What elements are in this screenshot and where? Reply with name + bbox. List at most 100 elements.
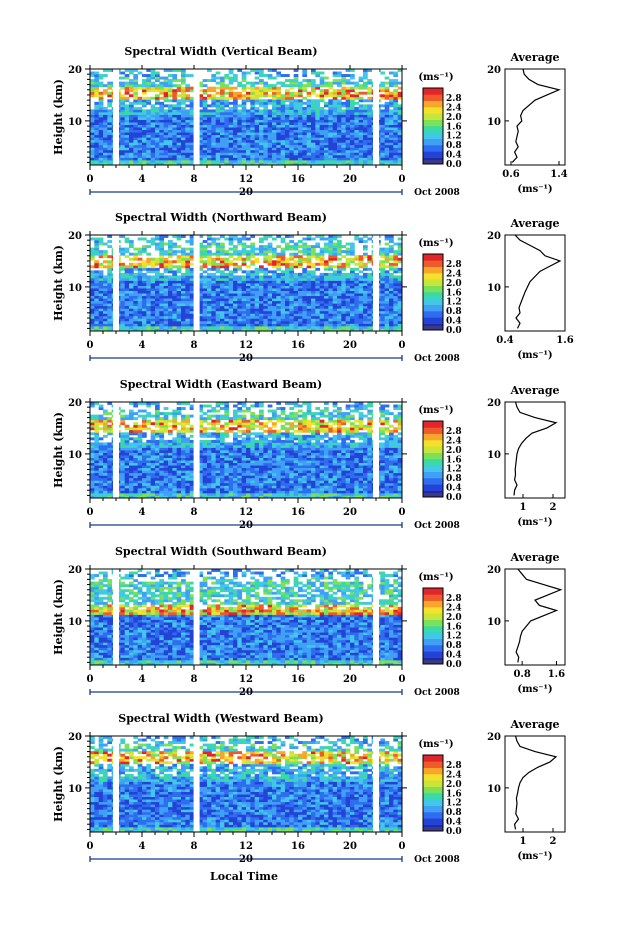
colorbar-unit: (ms⁻¹) [418, 739, 453, 750]
data-gap [194, 69, 200, 165]
average-y-tick-label: 10 [487, 283, 501, 294]
colorbar-segment [423, 601, 443, 608]
colorbar-tick-label: 0.0 [446, 660, 462, 670]
colorbar-segment [423, 434, 443, 441]
average-x-tick-label: 1.4 [550, 169, 567, 180]
colorbar-unit: (ms⁻¹) [418, 572, 453, 583]
average-y-tick-label: 10 [487, 617, 501, 628]
colorbar-segment [423, 267, 443, 274]
average-xlabel: (ms⁻¹) [517, 184, 552, 195]
colorbar-segment [423, 620, 443, 627]
colorbar-segment [423, 459, 443, 466]
y-axis-label: Height (km) [52, 579, 65, 655]
data-gap [113, 569, 119, 665]
heatmap [90, 402, 402, 498]
x-tick-label: 4 [139, 507, 146, 518]
colorbar-segment [423, 126, 443, 133]
average-y-tick-label: 20 [487, 565, 501, 576]
data-gap [194, 736, 200, 832]
average-x-tick-label: 2 [550, 836, 557, 847]
average-xlabel: (ms⁻¹) [517, 684, 552, 695]
y-axis-label: Height (km) [52, 746, 65, 822]
average-title: Average [509, 718, 559, 731]
x-tick-label: 0 [399, 507, 406, 518]
heatmap [90, 569, 402, 665]
day-label: 20 [239, 687, 253, 698]
x-tick-label: 4 [139, 674, 146, 685]
data-gap [194, 235, 200, 331]
average-xlabel: (ms⁻¹) [517, 851, 552, 862]
colorbar-segment [423, 139, 443, 146]
x-tick-label: 0 [399, 841, 406, 852]
date-label: Oct 2008 [414, 188, 460, 198]
colorbar-segment [423, 465, 443, 472]
colorbar-segment [423, 799, 443, 806]
x-tick-label: 16 [291, 174, 305, 185]
date-label: Oct 2008 [414, 521, 460, 531]
colorbar-segment [423, 651, 443, 658]
y-axis-label: Height (km) [52, 412, 65, 488]
y-tick-label: 20 [68, 231, 82, 242]
colorbar-zero [423, 827, 443, 831]
colorbar-tick-label: 0.0 [446, 160, 462, 170]
colorbar-segment [423, 446, 443, 453]
x-tick-label: 16 [291, 674, 305, 685]
x-tick-label: 16 [291, 340, 305, 351]
y-tick-label: 10 [68, 784, 82, 795]
colorbar-segment [423, 818, 443, 825]
average-y-tick-label: 10 [487, 784, 501, 795]
average-y-tick-label: 10 [487, 117, 501, 128]
colorbar-zero [423, 660, 443, 664]
average-x-tick-label: 1 [520, 502, 527, 513]
average-x-tick-label: 1.6 [548, 669, 565, 680]
colorbar-segment [423, 812, 443, 819]
colorbar-segment [423, 94, 443, 101]
panel-title: Spectral Width (Northward Beam) [115, 211, 327, 224]
data-gap [113, 235, 119, 331]
x-tick-label: 0 [87, 507, 94, 518]
colorbar-segment [423, 787, 443, 794]
average-frame [505, 402, 565, 498]
colorbar-segment [423, 101, 443, 108]
x-tick-label: 12 [239, 841, 253, 852]
colorbar-segment [423, 107, 443, 114]
x-tick-label: 20 [343, 841, 357, 852]
y-tick-label: 10 [68, 117, 82, 128]
heatmap [90, 736, 402, 832]
data-gap [194, 402, 200, 498]
x-tick-label: 8 [191, 340, 198, 351]
colorbar-segment [423, 755, 443, 762]
colorbar-segment [423, 292, 443, 299]
x-tick-label: 20 [343, 340, 357, 351]
day-label: 20 [239, 520, 253, 531]
colorbar-segment [423, 88, 443, 95]
panel-title: Spectral Width (Westward Beam) [118, 712, 323, 725]
x-tick-label: 8 [191, 507, 198, 518]
colorbar-segment [423, 453, 443, 460]
average-x-tick-label: 0.6 [502, 169, 519, 180]
colorbar-segment [423, 151, 443, 158]
average-frame [505, 736, 565, 832]
x-tick-label: 0 [399, 674, 406, 685]
heatmap [90, 235, 402, 331]
y-tick-label: 10 [68, 283, 82, 294]
colorbar-segment [423, 113, 443, 120]
colorbar-segment [423, 440, 443, 447]
colorbar-zero [423, 160, 443, 164]
x-tick-label: 0 [399, 174, 406, 185]
colorbar-segment [423, 120, 443, 127]
x-tick-label: 4 [139, 340, 146, 351]
y-tick-label: 20 [68, 398, 82, 409]
x-tick-label: 12 [239, 507, 253, 518]
colorbar-segment [423, 317, 443, 324]
colorbar-unit: (ms⁻¹) [418, 238, 453, 249]
x-tick-label: 0 [87, 174, 94, 185]
colorbar-segment [423, 639, 443, 646]
x-tick-label: 0 [87, 674, 94, 685]
colorbar-segment [423, 780, 443, 787]
